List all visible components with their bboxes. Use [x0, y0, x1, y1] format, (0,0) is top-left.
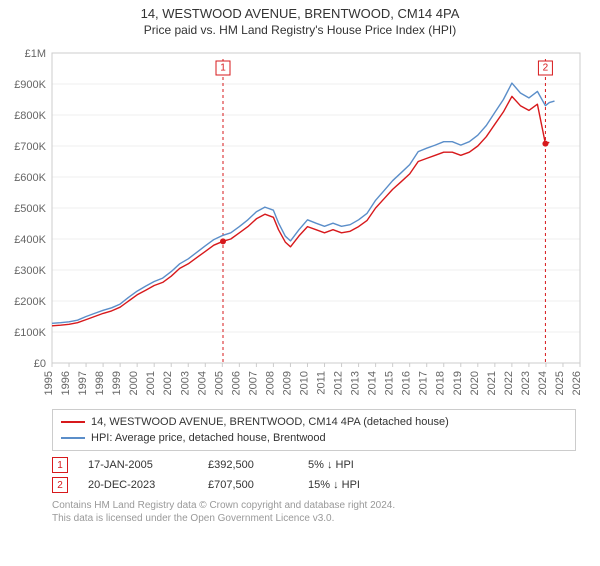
- legend-swatch: [61, 421, 85, 423]
- x-tick-label: 2000: [128, 371, 140, 395]
- sale-row: 2 20-DEC-2023 £707,500 15% ↓ HPI: [52, 477, 576, 493]
- footer-line: Contains HM Land Registry data © Crown c…: [52, 499, 576, 512]
- x-tick-label: 2026: [571, 371, 583, 395]
- x-tick-label: 2020: [469, 371, 481, 395]
- x-tick-label: 1999: [111, 371, 123, 395]
- legend-item: HPI: Average price, detached house, Bren…: [61, 430, 567, 446]
- x-tick-label: 2012: [333, 371, 345, 395]
- legend-item: 14, WESTWOOD AVENUE, BRENTWOOD, CM14 4PA…: [61, 414, 567, 430]
- legend: 14, WESTWOOD AVENUE, BRENTWOOD, CM14 4PA…: [52, 409, 576, 451]
- x-tick-label: 2006: [230, 371, 242, 395]
- line-chart: £0 £100K £200K £300K £400K £500K £600K £700K £80…: [0, 43, 600, 403]
- x-tick-label: 2024: [537, 371, 549, 395]
- x-tick-label: 2025: [554, 371, 566, 395]
- legend-label: HPI: Average price, detached house, Bren…: [91, 430, 326, 446]
- y-tick-label: £900K: [14, 79, 46, 91]
- x-tick-label: 1995: [43, 371, 55, 395]
- page-subtitle: Price paid vs. HM Land Registry's House …: [0, 23, 600, 37]
- x-tick-label: 2014: [367, 371, 379, 395]
- sale-row-date: 17-JAN-2005: [88, 459, 188, 471]
- legend-label: 14, WESTWOOD AVENUE, BRENTWOOD, CM14 4PA…: [91, 414, 449, 430]
- sale-row-price: £392,500: [208, 459, 288, 471]
- x-tick-label: 2005: [213, 371, 225, 395]
- y-tick-label: £300K: [14, 265, 46, 277]
- x-tick-label: 2018: [435, 371, 447, 395]
- x-tick-label: 2019: [452, 371, 464, 395]
- y-tick-label: £800K: [14, 110, 46, 122]
- y-tick-label: £100K: [14, 327, 46, 339]
- x-tick-label: 1996: [60, 371, 72, 395]
- x-tick-label: 1998: [94, 371, 106, 395]
- x-tick-label: 2001: [145, 371, 157, 395]
- sale-row-marker: 2: [52, 477, 68, 493]
- sale-marker-index: 1: [220, 63, 226, 74]
- x-tick-label: 2021: [486, 371, 498, 395]
- x-tick-label: 1997: [77, 371, 89, 395]
- x-tick-label: 2023: [520, 371, 532, 395]
- sale-row-date: 20-DEC-2023: [88, 479, 188, 491]
- y-tick-label: £0: [34, 358, 46, 370]
- footer: Contains HM Land Registry data © Crown c…: [52, 499, 576, 525]
- x-tick-label: 2007: [247, 371, 259, 395]
- x-tick-label: 2003: [179, 371, 191, 395]
- sale-row: 1 17-JAN-2005 £392,500 5% ↓ HPI: [52, 457, 576, 473]
- x-tick-label: 2002: [162, 371, 174, 395]
- x-tick-label: 2008: [264, 371, 276, 395]
- x-tick-label: 2009: [281, 371, 293, 395]
- x-tick-label: 2010: [298, 371, 310, 395]
- x-tick-label: 2017: [418, 371, 430, 395]
- x-tick-label: 2015: [384, 371, 396, 395]
- y-tick-label: £600K: [14, 172, 46, 184]
- footer-line: This data is licensed under the Open Gov…: [52, 512, 576, 525]
- x-tick-label: 2011: [316, 371, 328, 395]
- y-tick-label: £1M: [25, 48, 46, 60]
- sale-row-marker: 1: [52, 457, 68, 473]
- chart-container: £0 £100K £200K £300K £400K £500K £600K £700K £80…: [0, 43, 600, 403]
- sale-row-pct: 5% ↓ HPI: [308, 459, 408, 471]
- sale-row-pct: 15% ↓ HPI: [308, 479, 408, 491]
- y-tick-label: £500K: [14, 203, 46, 215]
- y-tick-label: £400K: [14, 234, 46, 246]
- x-tick-label: 2016: [401, 371, 413, 395]
- x-tick-label: 2004: [196, 371, 208, 395]
- x-tick-label: 2022: [503, 371, 515, 395]
- sales-table: 1 17-JAN-2005 £392,500 5% ↓ HPI 2 20-DEC-2023…: [52, 457, 576, 493]
- y-tick-label: £700K: [14, 141, 46, 153]
- page-title: 14, WESTWOOD AVENUE, BRENTWOOD, CM14 4PA: [0, 6, 600, 21]
- legend-swatch: [61, 437, 85, 439]
- sale-marker-index: 2: [543, 63, 549, 74]
- x-tick-label: 2013: [350, 371, 362, 395]
- y-tick-label: £200K: [14, 296, 46, 308]
- sale-row-price: £707,500: [208, 479, 288, 491]
